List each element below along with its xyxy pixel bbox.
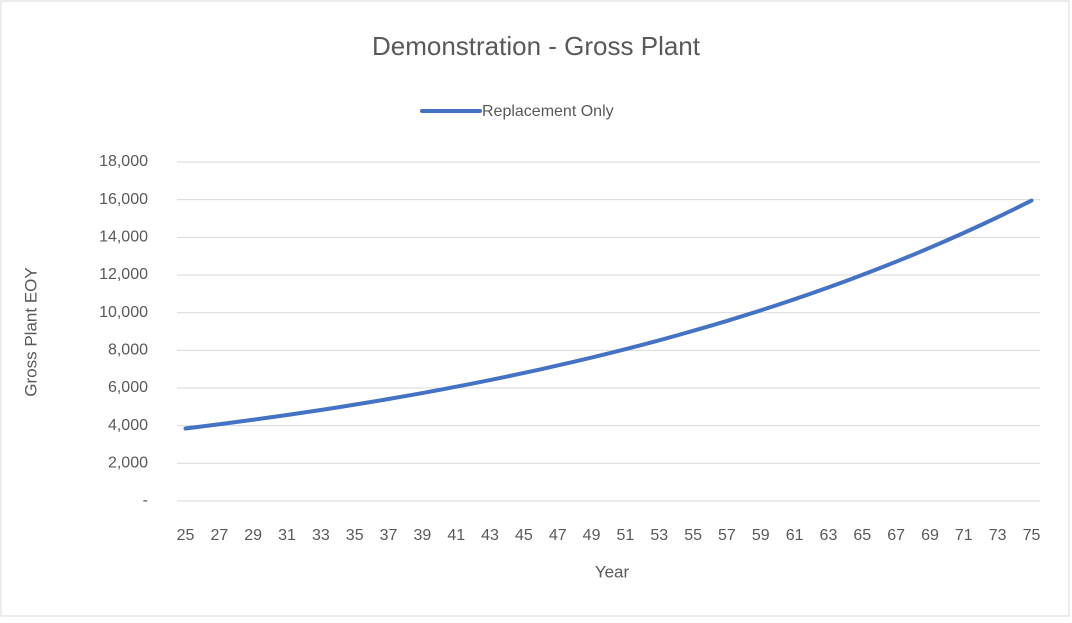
x-tick-label: 61 <box>786 527 804 544</box>
y-axis-label: Gross Plant EOY <box>21 267 40 396</box>
line <box>183 198 1034 431</box>
x-tick-label: 51 <box>617 527 635 544</box>
y-tick-label: 6,000 <box>108 379 148 396</box>
x-tick-label: 73 <box>989 527 1007 544</box>
x-tick-label: 35 <box>346 527 364 544</box>
y-tick-label: - <box>143 492 148 509</box>
x-tick-label: 37 <box>380 527 398 544</box>
x-tick-label: 29 <box>244 527 262 544</box>
x-tick-label: 75 <box>1023 527 1041 544</box>
x-tick-label: 25 <box>177 527 195 544</box>
x-tick-label: 65 <box>853 527 871 544</box>
x-tick-label: 53 <box>650 527 668 544</box>
x-tick-label: 67 <box>887 527 905 544</box>
x-tick-label: 57 <box>718 527 736 544</box>
x-tick-label: 55 <box>684 527 702 544</box>
x-tick-label: 59 <box>752 527 770 544</box>
legend-label: Replacement Only <box>482 103 614 120</box>
chart-title: Demonstration - Gross Plant <box>372 31 701 61</box>
x-axis-label: Year <box>595 562 630 581</box>
x-tick-label: 41 <box>447 527 465 544</box>
x-tick-label: 33 <box>312 527 330 544</box>
y-tick-label: 14,000 <box>99 229 148 246</box>
y-tick-label: 18,000 <box>99 153 148 170</box>
y-tick-label: 8,000 <box>108 342 148 359</box>
x-tick-label: 71 <box>955 527 973 544</box>
x-tick-label: 63 <box>820 527 838 544</box>
x-tick-label: 27 <box>210 527 228 544</box>
y-tick-label: 12,000 <box>99 266 148 283</box>
x-tick-label: 69 <box>921 527 939 544</box>
y-tick-label: 16,000 <box>99 191 148 208</box>
y-tick-label: 10,000 <box>99 304 148 321</box>
x-tick-label: 43 <box>481 527 499 544</box>
y-tick-label: 2,000 <box>108 455 148 472</box>
x-tick-label: 47 <box>549 527 567 544</box>
x-tick-label: 39 <box>413 527 431 544</box>
x-tick-label: 49 <box>583 527 601 544</box>
y-tick-label: 4,000 <box>108 417 148 434</box>
x-tick-label: 45 <box>515 527 533 544</box>
x-tick-label: 31 <box>278 527 296 544</box>
